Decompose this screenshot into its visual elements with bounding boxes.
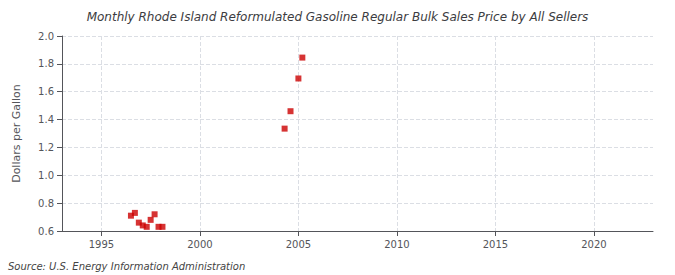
svg-text:1.2: 1.2: [38, 142, 54, 153]
svg-text:0.6: 0.6: [38, 226, 54, 237]
svg-text:2010: 2010: [384, 239, 409, 250]
svg-text:Monthly Rhode Island Reformula: Monthly Rhode Island Reformulated Gasoli…: [87, 10, 589, 24]
svg-text:1995: 1995: [89, 239, 114, 250]
svg-text:2.0: 2.0: [38, 31, 54, 42]
svg-text:1.6: 1.6: [38, 86, 54, 97]
svg-text:2005: 2005: [286, 239, 311, 250]
svg-text:2020: 2020: [581, 239, 606, 250]
svg-text:1.8: 1.8: [38, 58, 54, 69]
svg-text:Source: U.S. Energy Informatio: Source: U.S. Energy Information Administ…: [8, 261, 245, 272]
svg-text:1.4: 1.4: [38, 114, 54, 125]
svg-text:2015: 2015: [483, 239, 508, 250]
svg-text:1.0: 1.0: [38, 170, 54, 181]
svg-text:0.8: 0.8: [38, 198, 54, 209]
svg-text:2000: 2000: [187, 239, 212, 250]
svg-text:Dollars per Gallon: Dollars per Gallon: [10, 84, 23, 183]
